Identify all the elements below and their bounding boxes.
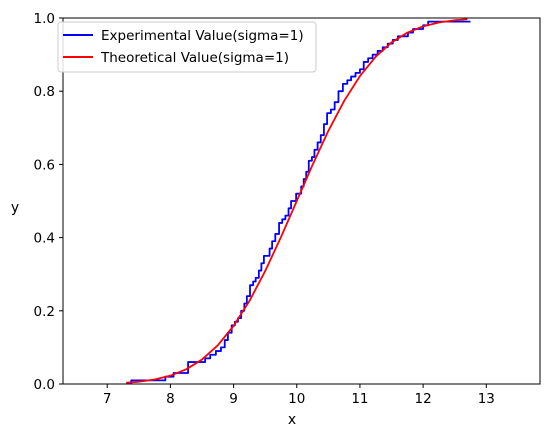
x-tick-label: 10: [288, 391, 305, 407]
x-tick-label: 8: [166, 391, 175, 407]
y-tick-label: 0.8: [34, 84, 55, 100]
experimental-series-line: [128, 20, 471, 384]
legend-label-theoretical: Theoretical Value(sigma=1): [100, 50, 289, 66]
series-layer: [126, 18, 471, 384]
y-tick-label: 0.0: [34, 377, 55, 393]
legend-box: [57, 21, 317, 73]
y-axis-label: y: [11, 200, 19, 216]
y-tick-label: 0.2: [34, 304, 55, 320]
legend-label-experimental: Experimental Value(sigma=1): [101, 28, 304, 44]
x-tick-label: 7: [103, 391, 112, 407]
theoretical-series-line: [126, 18, 468, 384]
y-tick-label: 0.4: [34, 231, 55, 247]
legend: Experimental Value(sigma=1) Theoretical …: [57, 21, 317, 73]
x-tick-label: 12: [415, 391, 432, 407]
x-axis: 7 8 9 10 11 12 13: [103, 384, 495, 407]
x-tick-label: 9: [229, 391, 238, 407]
x-axis-label: x: [288, 412, 296, 428]
x-tick-label: 13: [478, 391, 495, 407]
y-tick-label: 1.0: [34, 11, 55, 27]
x-tick-label: 11: [351, 391, 368, 407]
y-tick-label: 0.6: [34, 157, 55, 173]
y-axis: 0.0 0.2 0.4 0.6 0.8 1.0: [34, 11, 63, 393]
plot-area: [62, 17, 541, 385]
